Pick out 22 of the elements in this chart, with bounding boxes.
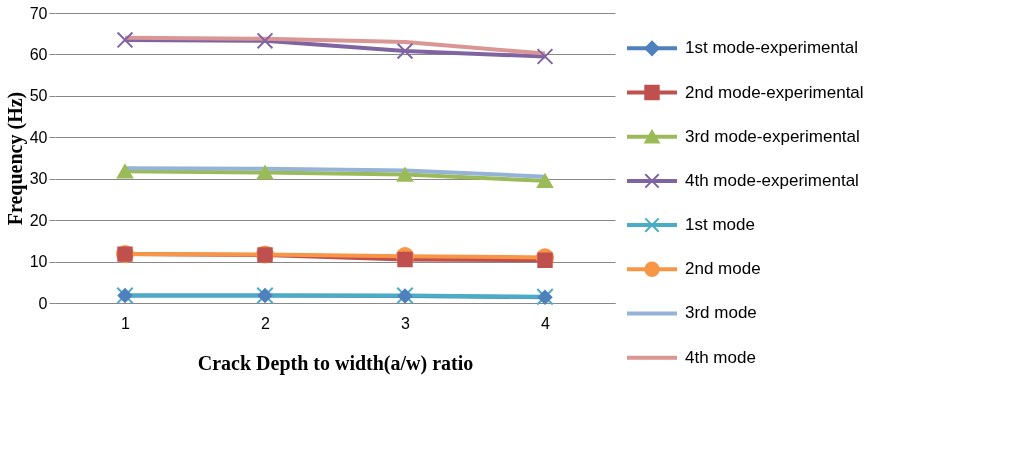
y-axis-title: Frequency (Hz) — [3, 91, 27, 226]
y-tick-label: 20 — [29, 211, 48, 229]
x-tick-label: 2 — [261, 314, 271, 332]
x-tick-label: 4 — [541, 314, 551, 332]
y-tick-label: 30 — [29, 170, 48, 188]
y-tick-label: 50 — [29, 87, 48, 105]
legend-label: 3rd mode — [685, 303, 757, 323]
y-tick-label: 10 — [29, 253, 48, 271]
x-tick-label: 1 — [121, 314, 131, 332]
y-tick-label: 40 — [29, 128, 48, 146]
x-tick-label: 3 — [401, 314, 411, 332]
legend-label: 4th mode — [685, 347, 756, 367]
y-tick-label: 0 — [38, 294, 48, 312]
legend-label: 3rd mode-experimental — [685, 126, 860, 146]
y-tick-label: 70 — [29, 4, 48, 22]
legend-label: 2nd mode — [685, 259, 761, 279]
legend-label: 2nd mode-experimental — [685, 82, 864, 102]
legend-label: 4th mode-experimental — [685, 170, 859, 190]
legend-label: 1st mode-experimental — [685, 38, 858, 58]
legend-label: 1st mode — [685, 215, 755, 235]
x-axis-title: Crack Depth to width(a/w) ratio — [197, 351, 474, 375]
y-tick-label: 60 — [29, 45, 48, 63]
